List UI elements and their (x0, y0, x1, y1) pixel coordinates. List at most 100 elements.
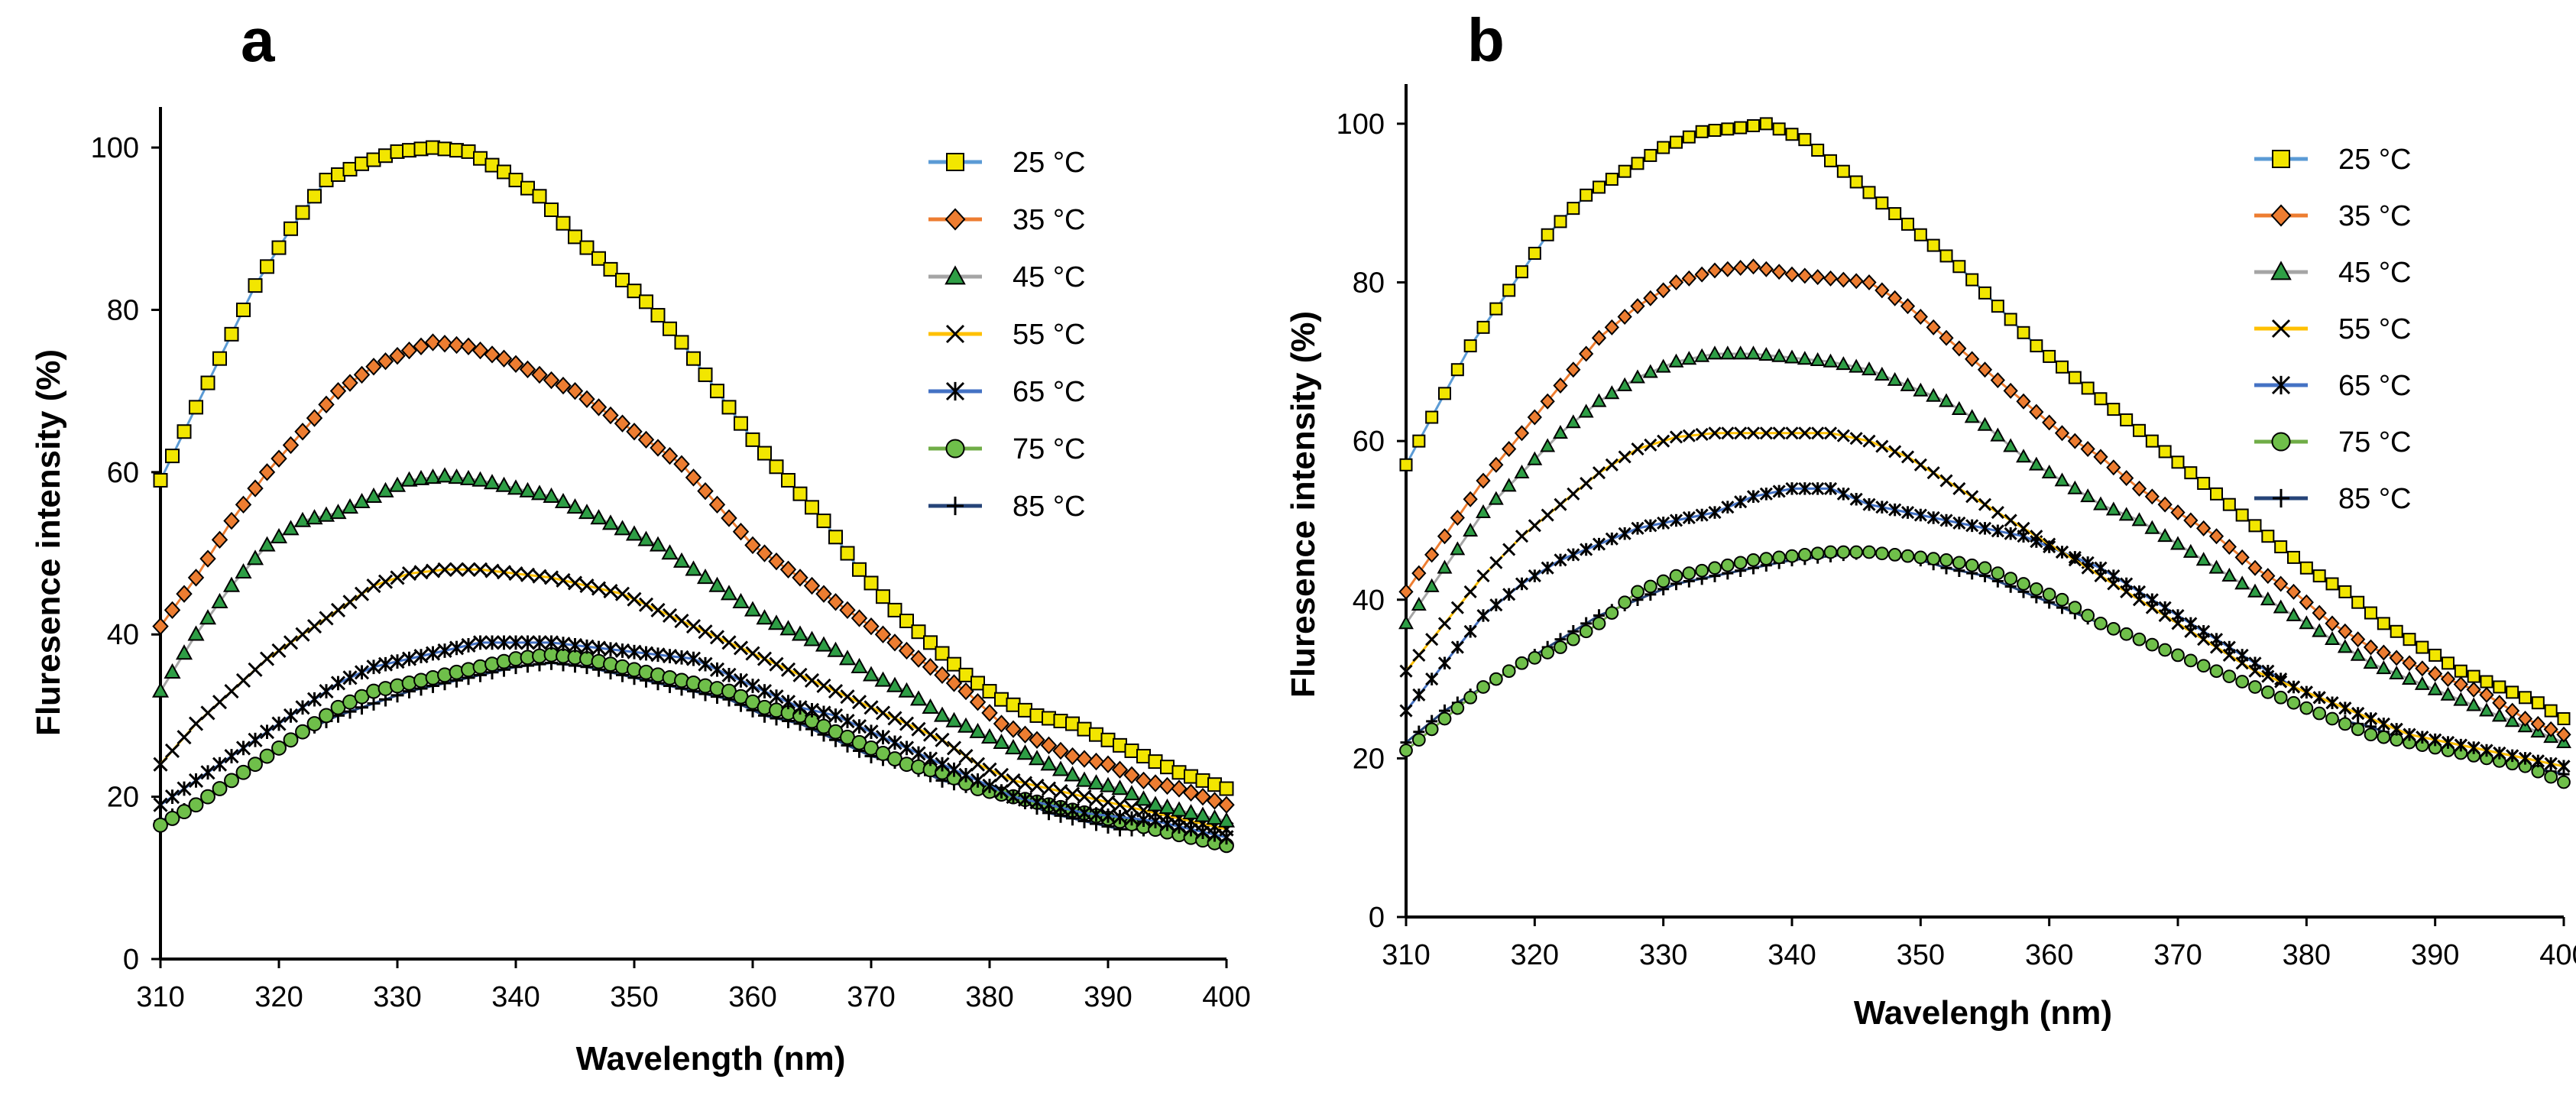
panel-a-data-point-65c (271, 716, 287, 731)
panel-a-data-point-65c (437, 643, 452, 659)
panel-b-data-point-55c (2429, 733, 2442, 747)
panel-a-data-point-25c (650, 308, 666, 323)
panel-b-data-point-35c (1733, 260, 1748, 276)
panel-b-data-point-75c (2544, 770, 2558, 784)
panel-b-data-point-55c (1913, 458, 1927, 471)
panel-b-data-point-55c (2480, 744, 2493, 757)
panel-b-data-point-45c (2273, 599, 2289, 614)
panel-a-data-point-25c (982, 684, 997, 699)
panel-a-data-point-45c (365, 487, 383, 503)
panel-b-x-tick-label: 380 (2283, 939, 2331, 971)
panel-b-data-point-75c (1952, 556, 1966, 570)
panel-a-data-point-55c (472, 562, 488, 577)
panel-a-data-point-35c (602, 406, 619, 425)
panel-b-data-point-55c (2248, 664, 2262, 678)
panel-b-data-point-35c (2208, 528, 2224, 545)
panel-a-ticks: 310 320 330 340 350 360 370 380 390 400 0 20 40 60 80 1… (91, 132, 1251, 1013)
panel-a-data-point-25c (769, 459, 784, 475)
panel-b-data-point-35c (2080, 441, 2095, 458)
panel-b-data-point-55c (2030, 530, 2043, 543)
panel-b-data-point-45c (2170, 536, 2186, 550)
panel-a-data-point-45c (969, 722, 987, 738)
panel-a-data-point-25c (366, 152, 381, 167)
panel-a-data-point-75c (295, 724, 310, 740)
panel-a-y-tick-label: 40 (107, 619, 139, 651)
panel-b-data-point-55c (1952, 481, 1966, 495)
panel-b-data-point-75c (1991, 566, 2005, 581)
panel-b-data-point-55c (2043, 537, 2056, 551)
panel-b-data-point-55c (2004, 514, 2017, 527)
panel-a-series-65c (153, 635, 1234, 845)
panel-b-data-point-25c (1811, 144, 1825, 157)
panel-b-data-point-25c (1657, 141, 1670, 154)
panel-b-data-point-45c (1719, 345, 1735, 360)
panel-b-data-point-75c (1874, 546, 1889, 561)
panel-a-data-point-45c (1146, 796, 1165, 812)
panel-a-data-point-25c (224, 326, 239, 342)
panel-b-data-point-45c (1810, 352, 1826, 366)
panel-b-data-point-65c (1592, 537, 1606, 551)
panel-b-data-point-75c (1554, 640, 1567, 654)
panel-a-data-point-55c (188, 716, 204, 731)
panel-a-data-point-45c (590, 509, 608, 525)
panel-b-data-point-65c (1952, 516, 1966, 530)
panel-b-data-point-45c (2093, 496, 2108, 510)
panel-a-data-point-25c (1171, 765, 1187, 780)
panel-a-legend-item-55c: 55 °C (928, 319, 1085, 351)
panel-a-data-point-45c (317, 506, 335, 522)
panel-b-data-point-75c (2260, 685, 2275, 699)
panel-b-data-point-65c (1399, 704, 1413, 718)
panel-a-data-point-35c (199, 549, 216, 568)
panel-a-data-point-65c (698, 656, 713, 672)
panel-a-data-point-45c (898, 682, 915, 698)
panel-b-data-point-25c (2442, 656, 2454, 670)
panel-b-x-tick-label: 360 (2025, 939, 2073, 971)
panel-b-data-point-25c (2184, 466, 2198, 480)
panel-b-data-point-25c (2261, 530, 2275, 543)
panel-b-data-point-25c (1670, 135, 1683, 149)
panel-a-data-point-35c (874, 625, 892, 643)
panel-b-data-point-65c (1541, 561, 1554, 575)
panel-a-data-point-35c (1111, 760, 1129, 779)
panel-a-data-point-45c (909, 690, 928, 706)
panel-a-data-point-45c (1182, 804, 1200, 820)
panel-a-data-point-55c (769, 656, 784, 672)
panel-a-data-point-65c (792, 700, 808, 715)
panel-b-data-point-75c (1669, 569, 1683, 583)
panel-a-data-point-65c (840, 713, 855, 729)
panel-b-data-point-35c (2415, 660, 2430, 677)
panel-b-data-point-45c (2504, 713, 2520, 727)
panel-b-data-point-75c (1424, 722, 1439, 737)
panel-b-data-point-25c (1567, 202, 1580, 215)
panel-b-data-point-35c (1823, 270, 1839, 287)
panel-a-data-point-75c (188, 797, 204, 813)
panel-a-data-point-55c (709, 630, 725, 645)
panel-a-data-point-55c (354, 586, 370, 601)
panel-a-data-point-55c (804, 672, 820, 688)
panel-b-data-point-25c (1862, 186, 1876, 199)
panel-b-legend-label: 45 °C (2338, 257, 2411, 289)
panel-b-data-point-45c (2157, 528, 2173, 543)
panel-a-data-point-25c (615, 273, 630, 288)
panel-a-data-point-65c (1029, 795, 1045, 810)
panel-a-data-point-35c (519, 360, 536, 379)
panel-b-data-point-35c (2505, 702, 2520, 719)
panel-a-data-point-35c (448, 335, 465, 355)
panel-b-data-point-45c (2479, 702, 2494, 717)
panel-b-data-point-35c (1566, 361, 1581, 378)
panel-a-data-point-65c (543, 635, 559, 650)
panel-b-data-point-25c (1926, 238, 1940, 252)
panel-b-legend-label: 35 °C (2338, 200, 2411, 232)
panel-b-data-point-55c (1580, 476, 1593, 491)
panel-b-data-point-65c (1695, 508, 1709, 522)
panel-a-data-point-45c (601, 514, 620, 530)
panel-b-data-point-25c (1695, 125, 1709, 138)
panel-b-data-point-35c (1591, 329, 1607, 346)
panel-b-data-point-25c (2544, 704, 2558, 718)
panel-b-data-point-55c (1605, 458, 1619, 471)
panel-a-data-point-45c (258, 536, 276, 552)
panel-b-data-point-55c (1631, 442, 1644, 456)
panel-b-data-point-35c (2170, 504, 2186, 521)
panel-a-data-point-45c (803, 630, 821, 646)
panel-a-data-point-35c (484, 345, 501, 364)
